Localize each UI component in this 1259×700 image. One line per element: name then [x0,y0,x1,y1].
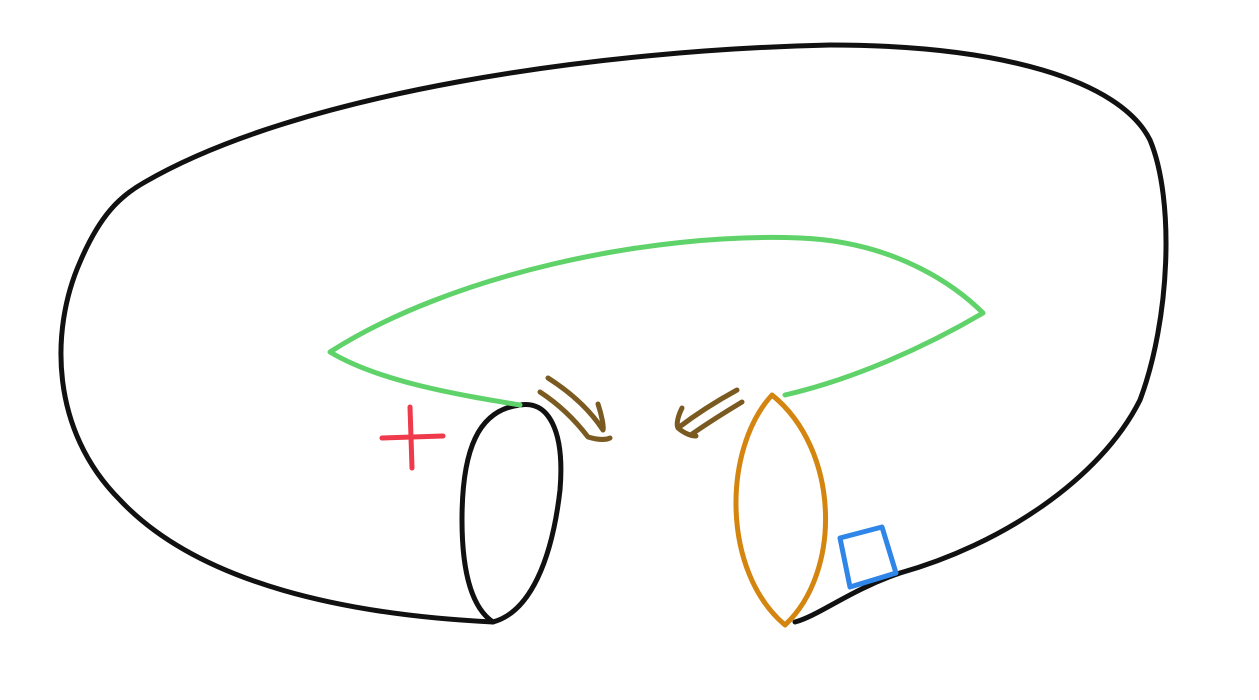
blue-square [837,524,899,590]
green-curve [327,234,986,408]
red-plus-v [407,404,415,471]
brown-arrow-right [674,387,745,439]
brown-arrow-left [537,375,613,442]
orange-cross-section [733,392,829,628]
outer-loop [58,42,1169,625]
black-cross-section [459,401,564,625]
